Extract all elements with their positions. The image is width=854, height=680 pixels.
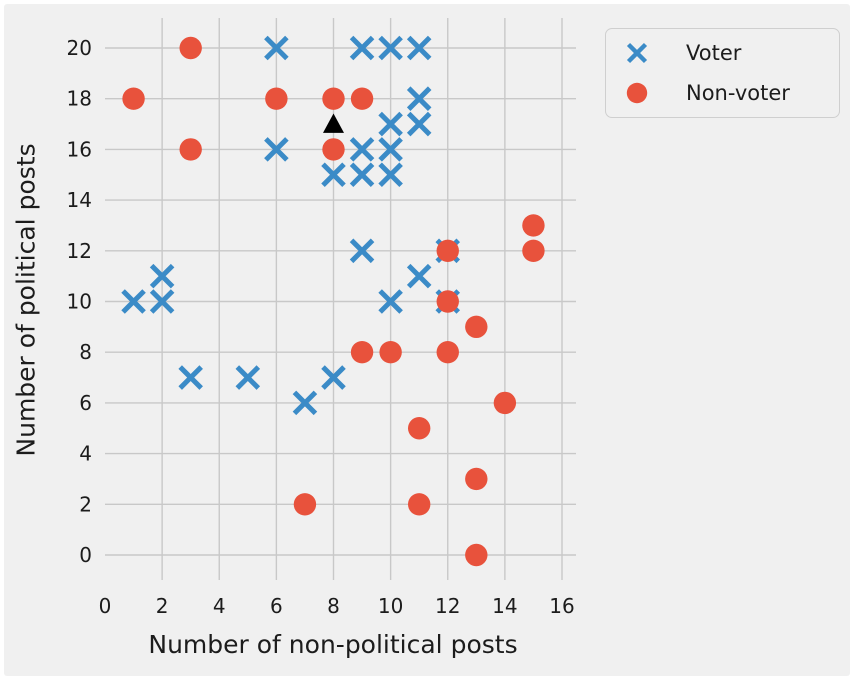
voter-point [321,162,346,188]
voter-point [178,365,203,390]
legend-item-non-voter: Non-voter [606,75,839,111]
svg-text:10: 10 [67,290,92,314]
non-voter-point [322,138,345,161]
voter-points [121,35,461,416]
voter-point [149,263,175,289]
voter-point [292,390,318,416]
x-tick-labels: 0 2 4 6 8 10 12 14 16 [99,594,575,618]
non-voter-point [522,214,545,237]
legend-item-voter: Voter [606,35,839,71]
legend-label-voter: Voter [686,41,742,66]
voter-point [406,35,432,61]
svg-text:0: 0 [99,594,112,618]
svg-text:6: 6 [270,594,283,618]
voter-point [378,162,403,188]
non-voter-point [436,341,459,364]
svg-text:14: 14 [67,188,92,212]
unknown-sample-points [323,113,344,133]
voter-point [406,86,432,111]
y-axis-label-text: Number of political posts [11,143,41,457]
non-voter-point [350,341,374,364]
non-voter-points [122,36,545,567]
svg-text:18: 18 [67,87,92,111]
voter-point [235,365,261,390]
non-voter-circle-marker-icon [618,81,656,105]
svg-text:6: 6 [79,391,92,415]
non-voter-point [322,87,345,110]
svg-text:4: 4 [79,442,92,466]
voter-point [378,111,403,137]
svg-text:2: 2 [79,492,92,516]
voter-point [378,137,403,162]
non-voter-point [493,391,517,415]
voter-point [264,35,289,61]
voter-point [378,35,403,61]
non-voter-point [179,36,202,60]
legend: Voter Non-voter [605,28,840,118]
svg-text:8: 8 [79,340,92,364]
svg-text:8: 8 [327,594,340,618]
non-voter-point [379,341,402,364]
voter-point [321,365,346,390]
svg-text:4: 4 [213,594,226,618]
voter-point [121,289,146,314]
non-voter-point [407,493,431,516]
voter-point [349,238,375,264]
voter-point [149,289,175,314]
legend-label-non-voter: Non-voter [686,80,790,105]
svg-text:0: 0 [79,543,92,567]
svg-text:2: 2 [156,594,169,618]
svg-text:16: 16 [67,137,92,161]
x-axis-label: Number of non-political posts [148,630,518,659]
non-voter-point [350,87,374,110]
voter-point [349,162,375,188]
svg-text:20: 20 [67,36,92,60]
voter-point [349,137,375,162]
y-tick-labels: 0 2 4 6 8 10 12 14 16 18 20 [67,36,92,567]
non-voter-point [465,315,488,339]
voter-point [406,111,432,137]
svg-text:12: 12 [435,594,460,618]
non-voter-point [522,239,545,262]
non-voter-point [407,417,431,440]
non-voter-point [179,138,202,161]
non-voter-point [265,87,288,110]
non-voter-point [293,493,317,516]
voter-point [406,263,432,289]
svg-text:12: 12 [67,239,92,263]
non-voter-point [465,543,488,567]
voter-point [349,35,375,61]
svg-text:16: 16 [549,594,574,618]
non-voter-point [436,239,459,262]
svg-text:10: 10 [378,594,403,618]
voter-point [264,137,289,162]
non-voter-point [436,290,459,313]
svg-text:14: 14 [492,594,517,618]
voter-x-marker-icon [618,41,656,65]
non-voter-point [122,87,145,110]
non-voter-point [465,467,488,491]
unknown-sample-triangle-point [323,113,344,133]
voter-point [378,289,403,314]
